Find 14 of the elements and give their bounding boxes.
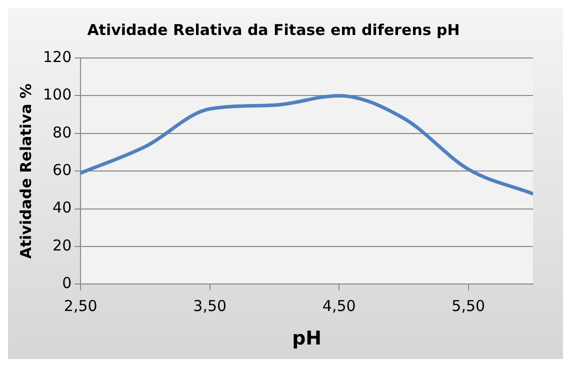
- chart-title: Atividade Relativa da Fitase em diferens pH: [87, 20, 460, 39]
- x-tick-label: 2,50: [64, 297, 98, 316]
- y-tick-label: 0: [62, 274, 72, 292]
- x-tick-label: 4,50: [322, 297, 356, 316]
- x-tick-label: 5,50: [452, 297, 486, 316]
- y-tick-label: 40: [52, 198, 72, 217]
- y-tick-label: 60: [52, 160, 72, 179]
- y-tick-label: 20: [52, 236, 72, 254]
- y-tick-label: 80: [52, 123, 72, 142]
- y-tick-label: 120: [42, 48, 72, 66]
- x-axis-title: pH: [292, 328, 322, 350]
- y-axis-title: Atividade Relativa %: [16, 83, 35, 259]
- y-tick-label: 100: [42, 86, 72, 104]
- x-tick-label: 3,50: [193, 297, 227, 316]
